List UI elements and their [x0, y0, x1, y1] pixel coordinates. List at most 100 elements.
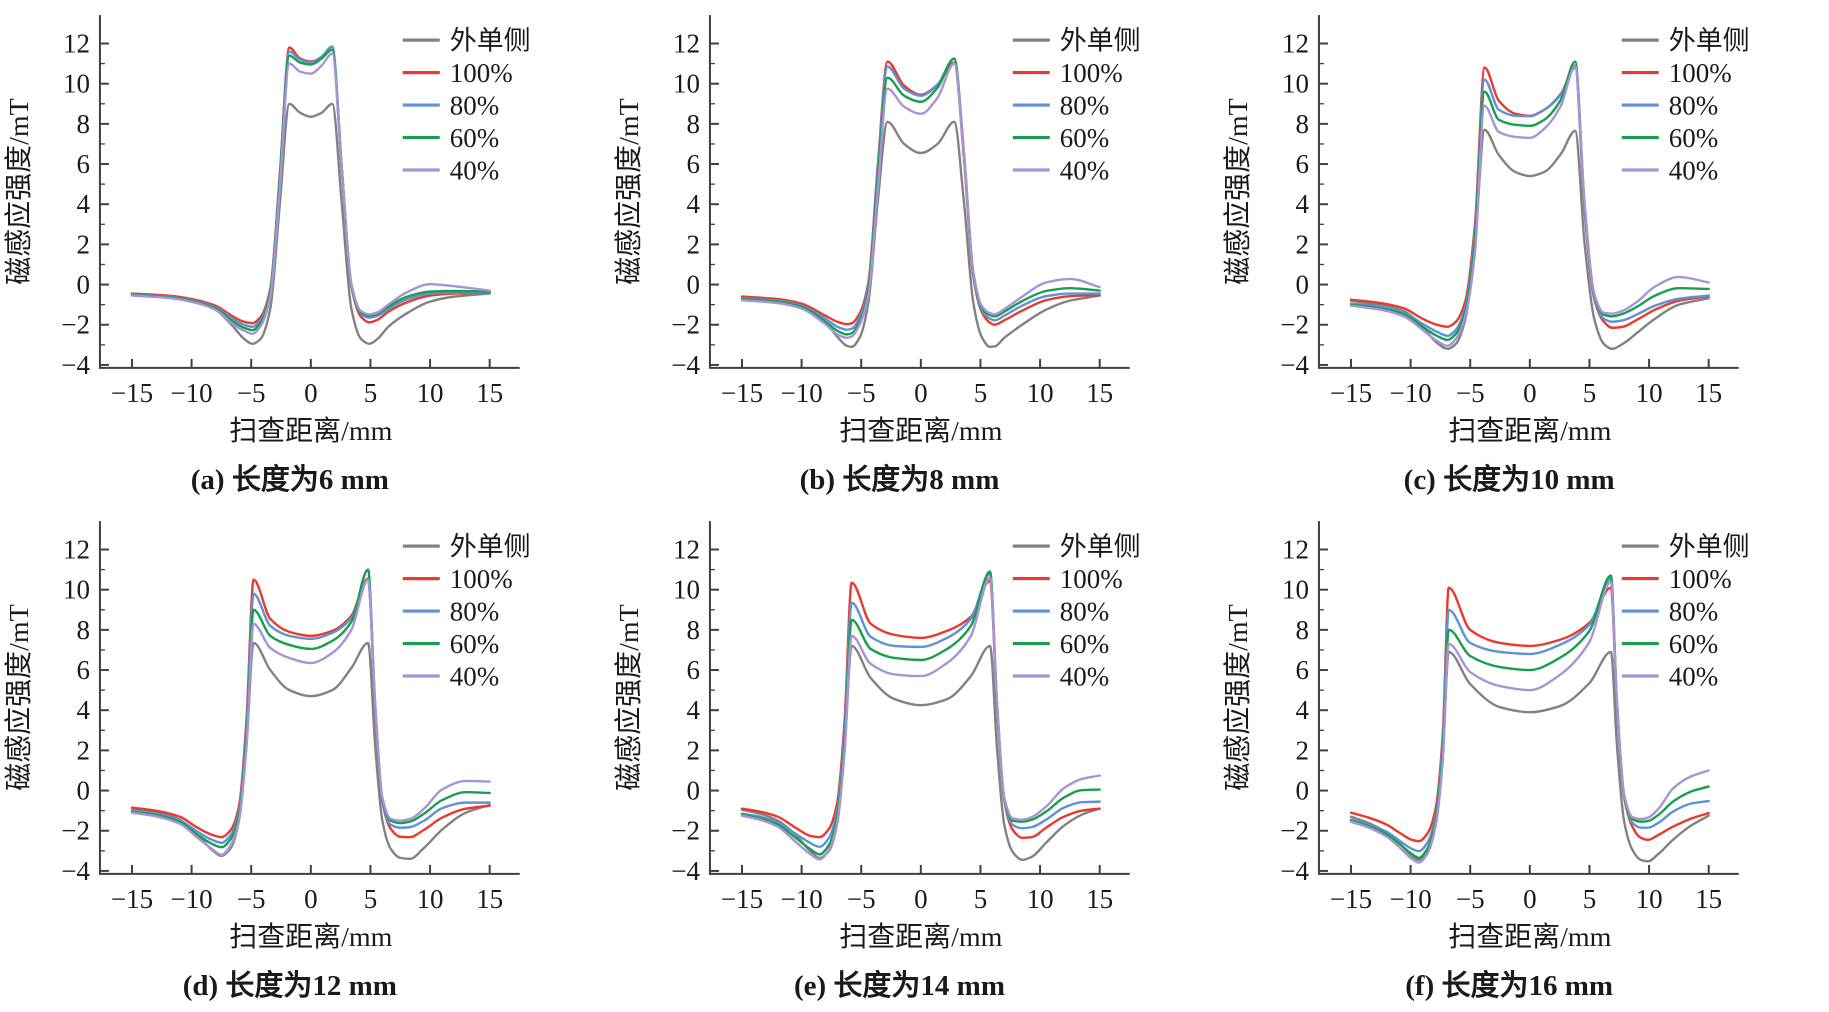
- subplot-c-caption: (c) 长度为10 mm: [1403, 464, 1615, 496]
- y-axis-title: 磁感应强度/mT: [613, 604, 645, 790]
- y-tick-label: 6: [1296, 149, 1309, 179]
- legend-label-40pct: 40%: [450, 662, 499, 692]
- x-tick-label: 5: [364, 884, 377, 914]
- subplot-b: −4 −2 0 2 4 6 8 10 12 −15 −10 −5 0 5 10 15 磁感应强度/mT 扫查距离/…: [610, 0, 1220, 506]
- legend-label-60pct: 60%: [1669, 123, 1718, 153]
- legend-label-80pct: 80%: [450, 597, 499, 627]
- subplot-c: −4 −2 0 2 4 6 8 10 12 −15 −10 −5 0 5 10 15 磁感应强度/mT 扫查距离/…: [1219, 0, 1829, 506]
- x-axis-title: 扫查距离/mm: [1449, 921, 1612, 953]
- curve-100pct: [130, 577, 491, 839]
- subplot-a-canvas: −4 −2 0 2 4 6 8 10 12 −15 −10 −5 0 5 10 15 磁感应强度/mT 扫查距离/…: [3, 15, 531, 447]
- legend-label-60pct: 60%: [450, 123, 499, 153]
- y-tick-label: 6: [1296, 655, 1309, 685]
- x-tick-label: 5: [973, 378, 986, 408]
- curve-100pct: [1350, 586, 1711, 843]
- subplot-c-canvas: −4 −2 0 2 4 6 8 10 12 −15 −10 −5 0 5 10 15 磁感应强度/mT 扫查距离/…: [1222, 15, 1750, 447]
- y-tick-label: 4: [686, 189, 700, 219]
- curve-60pct: [740, 57, 1101, 336]
- y-tick-label: 0: [686, 776, 699, 806]
- y-tick-label: −4: [61, 350, 90, 380]
- y-tick-label: −4: [1281, 856, 1310, 886]
- y-tick-label: 8: [76, 615, 89, 645]
- axes: −4 −2 0 2 4 6 8 10 12 −15 −10 −5 0 5 10 15 磁感应强度/mT 扫查距离/…: [1222, 521, 1740, 953]
- x-tick-label: −10: [170, 884, 212, 914]
- x-tick-label: −15: [721, 378, 763, 408]
- x-tick-label: 15: [1086, 884, 1113, 914]
- curve-outer-single-side: [130, 102, 491, 346]
- x-tick-label: −10: [1390, 884, 1432, 914]
- y-tick-label: 0: [76, 776, 89, 806]
- x-tick-label: 10: [417, 378, 444, 408]
- subplot-e-canvas: −4 −2 0 2 4 6 8 10 12 −15 −10 −5 0 5 10 15 磁感应强度/mT 扫查距离/…: [613, 521, 1140, 953]
- legend-label-40pct: 40%: [1059, 156, 1108, 186]
- legend-label-40pct: 40%: [1669, 156, 1718, 186]
- x-tick-label: 15: [1086, 378, 1113, 408]
- x-tick-label: 15: [476, 378, 503, 408]
- y-tick-label: 0: [76, 270, 89, 300]
- y-tick-label: 10: [1282, 575, 1309, 605]
- x-tick-label: 10: [1026, 378, 1053, 408]
- x-tick-label: −5: [237, 884, 266, 914]
- curve-outer-single-side: [740, 120, 1101, 349]
- series-curves: [1350, 574, 1711, 864]
- series-curves: [130, 45, 491, 346]
- curve-60pct: [130, 48, 491, 332]
- y-tick-label: −2: [1281, 816, 1310, 846]
- y-axis-title: 磁感应强度/mT: [613, 98, 645, 284]
- y-tick-label: −2: [671, 310, 700, 340]
- x-tick-label: −15: [1330, 378, 1372, 408]
- curve-40pct: [740, 62, 1101, 340]
- y-tick-label: 10: [673, 575, 700, 605]
- y-tick-label: 12: [1282, 534, 1309, 564]
- curve-100pct: [130, 46, 491, 325]
- subplot-b-canvas: −4 −2 0 2 4 6 8 10 12 −15 −10 −5 0 5 10 15 磁感应强度/mT 扫查距离/…: [613, 15, 1140, 447]
- legend-label-80pct: 80%: [450, 91, 499, 121]
- legend-label-100pct: 100%: [450, 564, 513, 594]
- x-tick-label: 5: [973, 884, 986, 914]
- legend-label-100pct: 100%: [1669, 564, 1732, 594]
- legend-label-80pct: 80%: [1059, 91, 1108, 121]
- x-tick-label: −5: [847, 884, 876, 914]
- y-tick-label: 2: [76, 229, 89, 259]
- curve-60pct: [1350, 574, 1711, 860]
- legend-label-100pct: 100%: [1059, 58, 1122, 88]
- x-tick-label: 0: [1523, 378, 1536, 408]
- axis-spines: [708, 15, 1130, 369]
- curve-80pct: [1350, 64, 1711, 338]
- x-tick-label: 0: [304, 378, 317, 408]
- subplot-f: −4 −2 0 2 4 6 8 10 12 −15 −10 −5 0 5 10 15 磁感应强度/mT 扫查距离/…: [1219, 506, 1829, 1012]
- x-tick-label: −10: [780, 378, 822, 408]
- y-tick-label: 10: [673, 69, 700, 99]
- x-tick-label: −15: [111, 884, 153, 914]
- x-tick-label: 15: [1696, 378, 1723, 408]
- x-tick-label: −5: [847, 378, 876, 408]
- axes: −4 −2 0 2 4 6 8 10 12 −15 −10 −5 0 5 10 15 磁感应强度/mT 扫查距离/…: [1222, 15, 1740, 447]
- y-tick-label: 8: [1296, 615, 1309, 645]
- x-tick-label: 5: [364, 378, 377, 408]
- legend-label-outer-single-side: 外单侧: [450, 26, 531, 56]
- legend-label-100pct: 100%: [450, 58, 513, 88]
- series-curves: [740, 570, 1101, 862]
- curve-outer-single-side: [740, 644, 1101, 862]
- y-axis-title: 磁感应强度/mT: [1222, 98, 1254, 284]
- x-tick-label: 10: [417, 884, 444, 914]
- axis-spines: [98, 15, 520, 369]
- x-tick-label: −15: [1330, 884, 1372, 914]
- x-tick-label: −15: [111, 378, 153, 408]
- x-axis-title: 扫查距离/mm: [229, 415, 392, 447]
- curve-80pct: [130, 45, 491, 328]
- y-tick-label: 4: [76, 695, 90, 725]
- legend-label-60pct: 60%: [1669, 629, 1718, 659]
- y-axis-title: 磁感应强度/mT: [3, 98, 35, 284]
- series-curves: [1350, 60, 1711, 351]
- x-tick-label: 0: [914, 378, 927, 408]
- curve-60pct: [1350, 60, 1711, 342]
- legend-label-outer-single-side: 外单侧: [1669, 532, 1750, 562]
- curve-40pct: [1350, 65, 1711, 348]
- x-tick-label: 15: [476, 884, 503, 914]
- y-tick-label: 6: [76, 149, 89, 179]
- y-tick-label: 2: [686, 229, 699, 259]
